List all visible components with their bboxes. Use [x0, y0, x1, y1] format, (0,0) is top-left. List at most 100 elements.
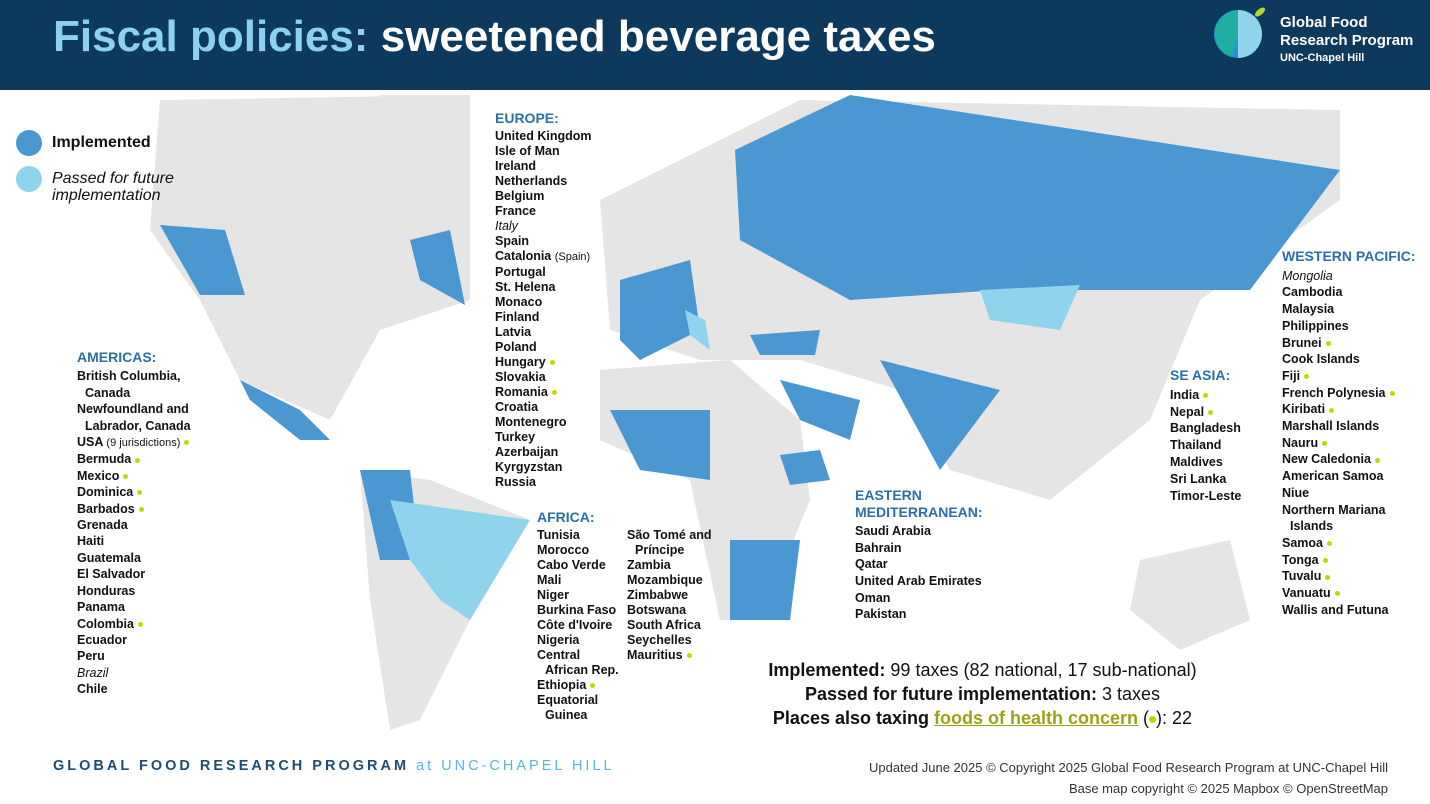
country: Wallis and Futuna: [1282, 602, 1430, 619]
country-name: Azerbaijan: [495, 445, 559, 459]
country-name: Central African Rep.: [537, 648, 619, 677]
country: Honduras: [77, 583, 227, 599]
country: Nauru: [1282, 435, 1430, 452]
country: Italy: [495, 219, 605, 234]
country-name: Botswana: [627, 603, 687, 617]
country-name: Tunisia: [537, 528, 580, 542]
country: Portugal: [495, 265, 605, 280]
country-name: El Salvador: [77, 567, 146, 582]
legend-swatch: [16, 166, 42, 192]
food-tax-dot: [551, 390, 557, 396]
country-name: Morocco: [537, 543, 590, 557]
label: Passed for future implementation:: [804, 684, 1097, 704]
country-name: Brazil: [77, 665, 109, 680]
food-tax-dot: [137, 490, 143, 496]
food-tax-dot: [1325, 574, 1331, 580]
header: Fiscal policies: sweetened beverage taxe…: [0, 0, 1430, 90]
country: Bermuda: [77, 451, 227, 467]
value: 99 taxes (82 national, 17 sub-national): [890, 660, 1197, 680]
country: Zimbabwe: [627, 588, 722, 603]
country: Philippines: [1282, 318, 1430, 335]
food-tax-dot: [590, 683, 596, 689]
title: Fiscal policies: sweetened beverage taxe…: [53, 12, 936, 62]
region-list: AMERICAS: British Columbia, Canada Newfoun…: [77, 349, 227, 698]
country-name: St. Helena: [495, 280, 556, 294]
summary-line: Places also taxing foods of health conce…: [772, 708, 1193, 728]
country-name: Peru: [77, 649, 105, 664]
country-name: Mongolia: [1282, 268, 1333, 283]
country: Niger: [537, 588, 622, 603]
country: Brunei: [1282, 335, 1430, 352]
country: Cabo Verde: [537, 558, 622, 573]
country-name: Ireland: [495, 159, 536, 173]
country-name: Pakistan: [855, 607, 907, 622]
country: Thailand: [1170, 437, 1270, 454]
country-name: Wallis and Futuna: [1282, 602, 1389, 617]
logo: Global Food Research Program UNC-Chapel …: [1212, 4, 1430, 74]
region-list: AFRICA: Tunisia Morocco Cabo Verde Mali Niger…: [537, 510, 622, 723]
country: Equatorial Guinea: [537, 693, 622, 723]
country: Malaysia: [1282, 301, 1430, 318]
country: Burkina Faso: [537, 603, 622, 618]
region-list: WESTERN PACIFIC: Mongolia Cambodia Malaysia…: [1282, 248, 1430, 618]
logo-line: UNC-Chapel Hill: [1280, 52, 1365, 64]
country-name: Hungary: [495, 355, 546, 369]
country-name: Saudi Arabia: [855, 524, 931, 539]
country-name: Bermuda: [77, 452, 132, 467]
country-name: Colombia: [77, 616, 134, 631]
country: Barbados: [77, 501, 227, 517]
country-name: Qatar: [855, 557, 888, 572]
country: American Samoa: [1282, 468, 1430, 485]
label: Places also taxing: [772, 708, 929, 728]
country-name: Tuvalu: [1282, 569, 1322, 584]
country-name: Tonga: [1282, 552, 1319, 567]
country: Oman: [855, 590, 1015, 607]
country-name: Italy: [495, 219, 518, 233]
country-name: Sri Lanka: [1170, 471, 1227, 486]
country-name: France: [495, 204, 536, 218]
country-name: Bangladesh: [1170, 421, 1241, 436]
country: Poland: [495, 340, 605, 355]
country-name: Cook Islands: [1282, 352, 1360, 367]
country-name: United Kingdom: [495, 129, 592, 143]
country-name: Cabo Verde: [537, 558, 606, 572]
region-list: EUROPE: United Kingdom Isle of Man Ireland N…: [495, 111, 605, 490]
country: Grenada: [77, 517, 227, 533]
country: Fiji: [1282, 368, 1430, 385]
food-tax-dot: [1389, 390, 1395, 396]
country-name: Chile: [77, 682, 108, 697]
country: Newfoundland and Labrador, Canada: [77, 401, 227, 434]
country-name: Guatemala: [77, 550, 141, 565]
country: Central African Rep.: [537, 648, 622, 678]
country: Tuvalu: [1282, 568, 1430, 585]
country: Romania: [495, 385, 605, 400]
country: Marshall Islands: [1282, 418, 1430, 435]
country: USA (9 jurisdictions): [77, 434, 227, 451]
country-name: Philippines: [1282, 318, 1349, 333]
legend-label: Passed for future implementation: [52, 170, 174, 204]
legend-swatch: [16, 130, 42, 156]
footer-updated: Updated June 2025 © Copyright 2025 Globa…: [868, 760, 1388, 775]
food-tax-dot: [1322, 440, 1328, 446]
world-map: [150, 95, 1340, 730]
country: Russia: [495, 475, 605, 490]
country-name: Slovakia: [495, 370, 546, 384]
link[interactable]: foods of health concern: [934, 708, 1139, 728]
region-title: AMERICAS:: [77, 349, 157, 365]
country: Ireland: [495, 159, 605, 174]
country-name: Latvia: [495, 325, 532, 339]
country-name: Russia: [495, 475, 536, 489]
country: Samoa: [1282, 535, 1430, 552]
country: Mozambique: [627, 573, 722, 588]
summary-line: Passed for future implementation: 3 taxe…: [700, 682, 1265, 706]
country: Guatemala: [77, 550, 227, 566]
food-tax-dot: [1203, 393, 1209, 398]
country: Cook Islands: [1282, 351, 1430, 368]
country-note: (9 jurisdictions): [106, 437, 181, 450]
country-name: Nauru: [1282, 435, 1319, 450]
food-tax-dot: [1208, 409, 1214, 415]
country: Vanuatu: [1282, 585, 1430, 602]
summary-line: Implemented: 99 taxes (82 national, 17 s…: [700, 658, 1265, 682]
country-name: USA: [77, 435, 103, 450]
country-name: Mozambique: [627, 573, 703, 587]
